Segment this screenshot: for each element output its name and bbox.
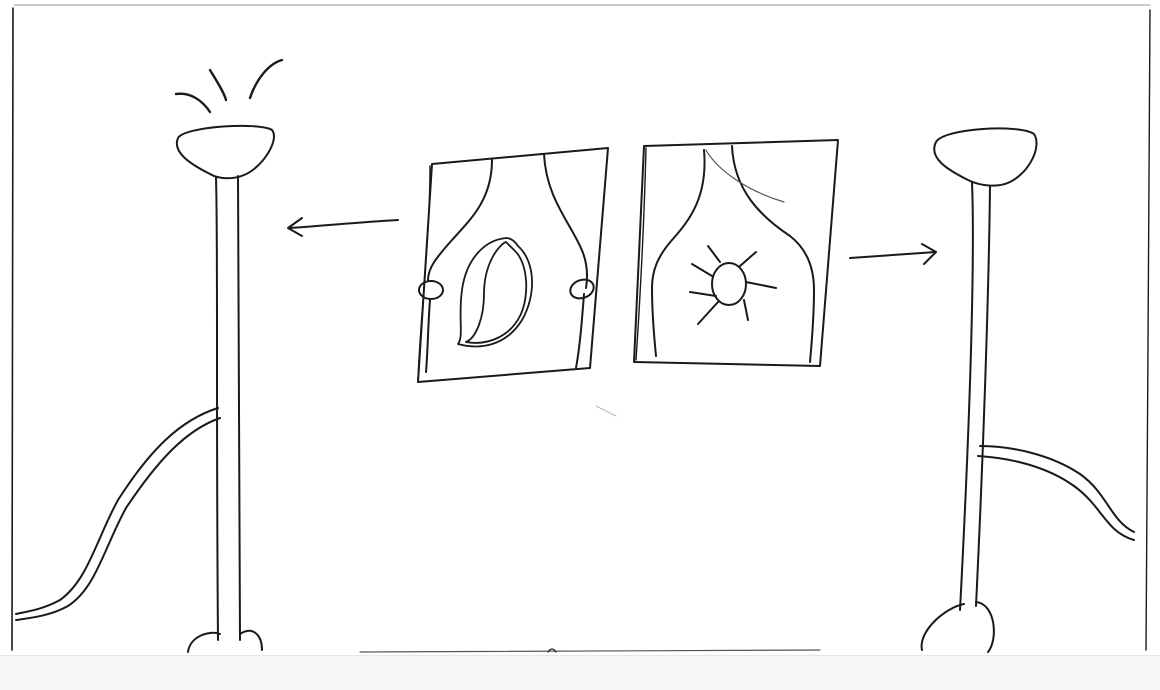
right-lamp-shade: [933, 127, 1038, 187]
bottom-margin-strip: [0, 655, 1160, 690]
moon-icon: [457, 237, 533, 348]
paper-border: [11, 4, 1151, 653]
curtain-left: [427, 159, 493, 281]
right-lamp-pole: [959, 181, 974, 611]
curtain-tie-right: [569, 278, 595, 300]
sun-panel-frame: [633, 139, 839, 367]
left-lamp-cord: [15, 407, 219, 615]
left-floor-lamp: [15, 58, 284, 653]
arrow-left: [287, 217, 399, 237]
curtain-left: [651, 149, 706, 357]
sun-icon: [711, 262, 747, 306]
moon-panel: [417, 147, 609, 383]
curtain-right: [543, 153, 589, 289]
right-lamp-base: [920, 601, 995, 653]
left-lamp-shade: [175, 124, 275, 180]
arrow-right: [849, 243, 937, 265]
left-lamp-base: [187, 629, 263, 653]
right-lamp-cord: [979, 445, 1135, 533]
curtain-tie-left: [418, 280, 444, 300]
light-ray-2: [208, 68, 228, 102]
light-ray-3: [248, 58, 284, 100]
right-floor-lamp: [920, 127, 1135, 653]
sun-panel: [633, 139, 839, 367]
curtain-right: [731, 145, 815, 363]
left-lamp-pole: [215, 177, 219, 641]
light-ray-1: [174, 92, 212, 114]
